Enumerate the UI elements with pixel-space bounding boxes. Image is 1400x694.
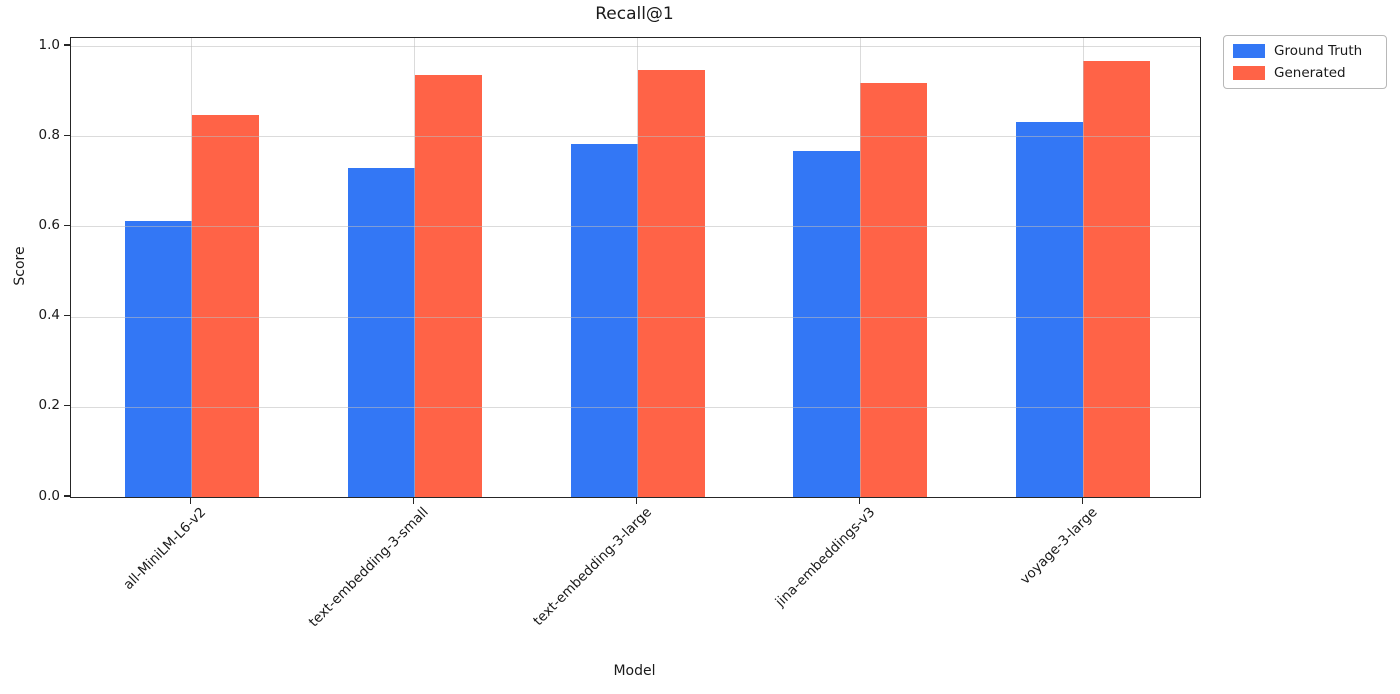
- x-tick-mark: [190, 497, 192, 504]
- legend-label-generated: Generated: [1274, 65, 1346, 82]
- y-gridline: [71, 136, 1200, 138]
- y-tick-label: 0.0: [38, 487, 60, 504]
- y-tick-label: 0.2: [38, 397, 60, 414]
- y-tick-label: 0.6: [38, 216, 60, 233]
- y-tick-label: 0.4: [38, 307, 60, 324]
- y-tick-label: 0.8: [38, 126, 60, 143]
- x-tick-label: text-embedding-3-large: [530, 504, 656, 630]
- legend-item-generated: Generated: [1233, 65, 1376, 81]
- bar-generated: [1083, 61, 1151, 497]
- x-gridline: [191, 38, 193, 497]
- bar-ground-truth: [570, 144, 638, 497]
- x-gridline: [859, 38, 861, 497]
- bar-generated: [191, 115, 259, 497]
- bar-ground-truth: [793, 151, 861, 497]
- legend-item-ground-truth: Ground Truth: [1233, 43, 1376, 59]
- y-gridline: [71, 406, 1200, 408]
- x-gridline: [414, 38, 416, 497]
- x-gridline: [637, 38, 638, 497]
- y-gridline: [71, 46, 1200, 47]
- y-axis-label: Score: [12, 246, 28, 286]
- x-tick-mark: [858, 497, 861, 504]
- x-tick-label: all-MiniLM-L6-v2: [120, 504, 210, 594]
- bar-ground-truth: [347, 168, 415, 497]
- y-tick-mark: [64, 134, 70, 136]
- y-tick-mark: [64, 314, 70, 317]
- y-gridline: [71, 226, 1200, 228]
- y-tick-mark: [64, 44, 70, 46]
- x-tick-mark: [1081, 497, 1083, 504]
- legend: Ground Truth Generated: [1223, 35, 1387, 90]
- bar-ground-truth: [1016, 121, 1084, 497]
- plot-area: [70, 37, 1201, 498]
- legend-label-ground-truth: Ground Truth: [1274, 43, 1363, 59]
- y-tick-mark: [64, 495, 70, 497]
- x-tick-label: jina-embeddings-v3: [772, 504, 879, 611]
- bar-generated: [414, 74, 482, 497]
- y-tick-label: 1.0: [38, 36, 60, 53]
- x-tick-mark: [635, 497, 638, 504]
- legend-swatch-ground-truth: [1233, 44, 1265, 59]
- x-tick-label: text-embedding-3-small: [306, 504, 433, 631]
- bar-generated: [637, 70, 705, 497]
- chart-title: Recall@1: [595, 4, 674, 24]
- y-tick-mark: [64, 405, 70, 407]
- y-gridline: [71, 316, 1200, 318]
- bar-generated: [860, 82, 928, 497]
- y-tick-mark: [64, 224, 70, 227]
- bar-ground-truth: [124, 220, 192, 497]
- x-tick-label: voyage-3-large: [1017, 504, 1101, 588]
- legend-swatch-generated: [1233, 66, 1265, 81]
- x-axis-label: Model: [613, 663, 656, 679]
- x-tick-mark: [412, 497, 415, 504]
- x-gridline: [1082, 38, 1084, 497]
